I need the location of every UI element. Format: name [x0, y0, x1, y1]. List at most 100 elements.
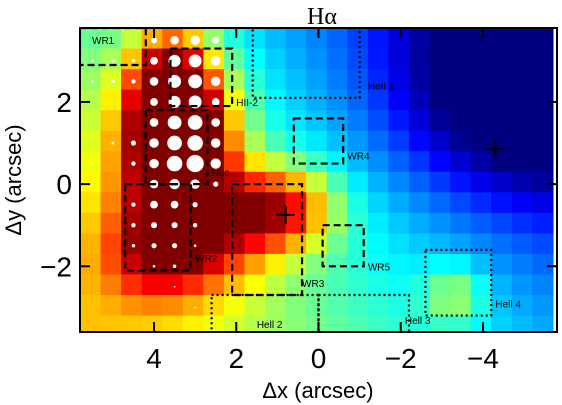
heatmap-pixel — [121, 233, 143, 255]
heatmap-pixel — [347, 253, 369, 276]
heatmap-pixel — [326, 274, 348, 296]
heatmap-pixel — [326, 212, 348, 235]
heatmap-pixel — [388, 69, 410, 91]
heatmap-pixel — [491, 89, 513, 111]
heatmap-pixel — [244, 69, 266, 91]
heatmap-pixel — [121, 151, 143, 173]
heatmap-pixel — [450, 48, 472, 70]
region-box — [292, 117, 345, 165]
heatmap-pixel — [100, 274, 122, 296]
heatmap-pixel — [326, 130, 348, 152]
heatmap-pixel — [470, 274, 492, 296]
heatmap-pixel — [285, 253, 307, 276]
dot-marker — [211, 98, 220, 106]
dot-marker — [194, 306, 196, 309]
heatmap-pixel — [470, 233, 492, 255]
heatmap-pixel — [470, 48, 492, 70]
heatmap-pixel — [306, 89, 328, 111]
heatmap-pixel — [121, 89, 143, 111]
heatmap-pixel — [450, 233, 472, 255]
heatmap-pixel — [265, 233, 287, 255]
region-box — [80, 28, 147, 67]
heatmap-pixel — [162, 315, 184, 332]
dot-marker — [170, 200, 179, 209]
heatmap-pixel — [367, 315, 390, 332]
heatmap-layer — [80, 28, 554, 332]
heatmap-pixel — [121, 192, 143, 214]
heatmap-pixel — [285, 130, 307, 152]
heatmap-pixel — [265, 171, 287, 193]
heatmap-pixel — [388, 130, 410, 152]
heatmap-pixel — [347, 192, 369, 214]
heatmap-pixel — [285, 212, 307, 235]
heatmap-pixel — [141, 253, 163, 276]
heatmap-pixel — [367, 110, 390, 132]
dot-marker — [91, 80, 94, 83]
heatmap-pixel — [306, 28, 328, 50]
dot-marker — [172, 264, 177, 268]
heatmap-pixel — [511, 48, 533, 70]
heatmap-pixel — [491, 69, 513, 91]
heatmap-pixel — [326, 110, 348, 132]
heatmap-pixel — [121, 48, 143, 70]
heatmap-pixel — [408, 151, 431, 173]
heatmap-pixel — [121, 274, 143, 296]
heatmap-pixel — [80, 28, 102, 50]
x-tick-label: 0 — [311, 343, 327, 374]
heatmap-pixel — [265, 130, 287, 152]
heatmap-pixel — [141, 295, 163, 317]
heatmap-pixel — [388, 295, 410, 317]
heatmap-pixel — [491, 130, 513, 152]
heatmap-pixel — [511, 253, 533, 276]
heatmap-pixel — [223, 151, 246, 173]
heatmap-pixel — [450, 110, 472, 132]
heatmap-pixel — [121, 295, 143, 317]
region-box — [169, 47, 234, 108]
heatmap-pixel — [100, 192, 122, 214]
heatmap-pixel — [408, 130, 431, 152]
heatmap-pixel — [408, 48, 431, 70]
heatmap-pixel — [532, 48, 554, 70]
heatmap-pixel — [450, 212, 472, 235]
heatmap-pixel — [100, 295, 122, 317]
dot-marker — [167, 115, 182, 130]
heatmap-pixel — [306, 110, 328, 132]
region-label: Nuc — [212, 168, 230, 179]
heatmap-pixel — [429, 253, 451, 276]
heatmap-pixel — [326, 171, 348, 193]
heatmap-pixel — [347, 89, 369, 111]
heatmap-pixel — [450, 253, 472, 276]
dot-marker — [187, 115, 203, 130]
heatmap-pixel — [306, 130, 328, 152]
heatmap-pixel — [285, 48, 307, 70]
heatmap-pixel — [470, 192, 492, 214]
heatmap-pixel — [429, 151, 451, 173]
heatmap-pixel — [347, 233, 369, 255]
dot-marker — [91, 59, 94, 63]
heatmap-pixel — [306, 69, 328, 91]
markers-layer — [276, 140, 505, 224]
dot-marker — [210, 76, 221, 87]
heatmap-pixel — [511, 212, 533, 235]
heatmap-pixel — [265, 89, 287, 111]
heatmap-pixel — [326, 315, 348, 332]
heatmap-pixel — [388, 315, 410, 332]
heatmap-pixel — [347, 171, 369, 193]
dot-marker — [131, 79, 136, 84]
heatmap-pixel — [388, 253, 410, 276]
dot-marker — [192, 202, 198, 208]
heatmap-pixel — [244, 28, 266, 50]
heatmap-pixel — [470, 212, 492, 235]
heatmap-pixel — [265, 274, 287, 296]
heatmap-pixel — [100, 212, 122, 235]
heatmap-pixel — [532, 110, 554, 132]
heatmap-pixel — [470, 253, 492, 276]
heatmap-pixel — [306, 253, 328, 276]
heatmap-pixel — [265, 253, 287, 276]
region-label: WR1 — [92, 36, 115, 47]
heatmap-pixel — [532, 130, 554, 152]
dot-marker — [150, 200, 158, 209]
y-tick-label: −2 — [40, 251, 72, 282]
dot-marker — [149, 77, 159, 86]
